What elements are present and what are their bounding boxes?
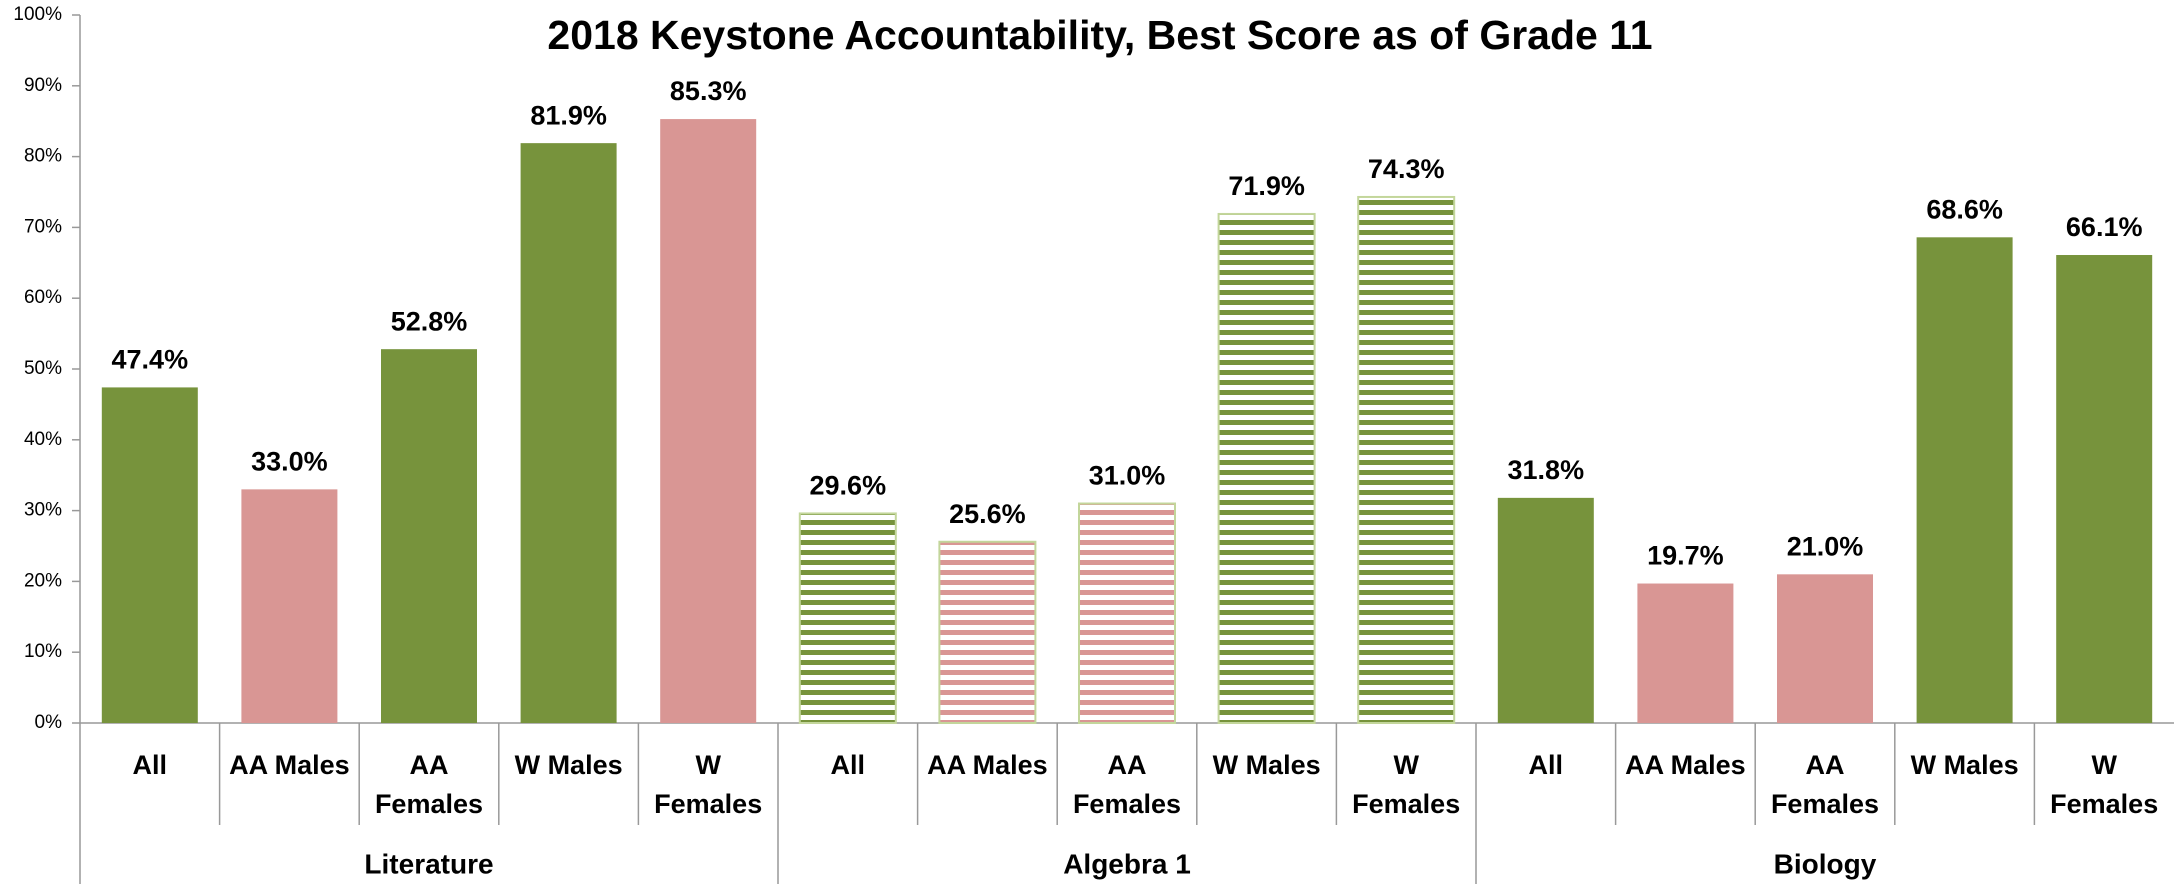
data-label: 25.6% xyxy=(949,499,1026,529)
bar xyxy=(241,489,338,723)
x-tick-label: AA Males xyxy=(229,750,350,780)
x-tick-label: AA Males xyxy=(927,750,1048,780)
y-tick-label: 30% xyxy=(24,500,62,521)
y-tick-label: 10% xyxy=(24,641,62,662)
group-label: Biology xyxy=(1774,848,1877,879)
data-label: 66.1% xyxy=(2066,212,2143,242)
data-label: 68.6% xyxy=(1926,194,2003,224)
x-tick-label: W Males xyxy=(1910,750,2019,780)
chart-title: 2018 Keystone Accountability, Best Score… xyxy=(547,12,1652,58)
bar xyxy=(1078,502,1176,724)
x-tick-label: All xyxy=(132,750,168,780)
x-tick-label: AA Males xyxy=(1625,750,1746,780)
data-label: 52.8% xyxy=(391,306,468,336)
y-tick-label: 80% xyxy=(24,146,62,167)
bar xyxy=(1637,583,1734,723)
data-label: 74.3% xyxy=(1368,154,1445,184)
x-tick-label: AA Females xyxy=(374,750,484,819)
x-tick-label: W Females xyxy=(654,750,763,819)
y-tick-label: 70% xyxy=(24,216,62,237)
bar xyxy=(660,119,757,724)
y-tick-label: 60% xyxy=(24,287,62,308)
data-label: 33.0% xyxy=(251,446,328,476)
y-tick-label: 40% xyxy=(24,429,62,450)
data-label: 31.0% xyxy=(1089,461,1166,491)
bar xyxy=(938,540,1037,725)
x-tick-label: AA Females xyxy=(1072,750,1182,819)
bar xyxy=(1916,237,2013,723)
group-label: Algebra 1 xyxy=(1063,848,1191,879)
x-tick-label: W Females xyxy=(1352,750,1461,819)
data-label: 29.6% xyxy=(810,471,887,501)
y-tick-label: 90% xyxy=(24,75,62,96)
data-label: 19.7% xyxy=(1647,541,1724,571)
bar xyxy=(1777,574,1873,723)
data-label: 85.3% xyxy=(670,76,747,106)
x-tick-label: W Males xyxy=(514,750,623,780)
data-label: 47.4% xyxy=(112,345,189,375)
bar xyxy=(1217,212,1316,724)
data-label: 21.0% xyxy=(1787,531,1864,561)
bar xyxy=(1357,195,1456,724)
y-tick-label: 100% xyxy=(13,4,62,25)
x-tick-label: AA Females xyxy=(1770,750,1880,819)
y-tick-label: 50% xyxy=(24,358,62,379)
data-label: 31.8% xyxy=(1508,455,1585,485)
bar xyxy=(2056,255,2153,723)
x-tick-label: W Males xyxy=(1212,750,1321,780)
y-tick-label: 0% xyxy=(35,712,63,733)
group-label: Literature xyxy=(364,848,493,879)
x-tick-label: All xyxy=(1528,750,1564,780)
y-tick-label: 20% xyxy=(24,570,62,591)
x-tick-label: W Females xyxy=(2050,750,2159,819)
data-label: 71.9% xyxy=(1228,171,1305,201)
x-tick-label: All xyxy=(830,750,866,780)
bar xyxy=(101,387,198,723)
bar xyxy=(381,349,477,723)
data-label: 81.9% xyxy=(530,100,607,130)
bar xyxy=(798,512,897,724)
bar xyxy=(520,143,617,723)
bar xyxy=(1497,497,1594,723)
